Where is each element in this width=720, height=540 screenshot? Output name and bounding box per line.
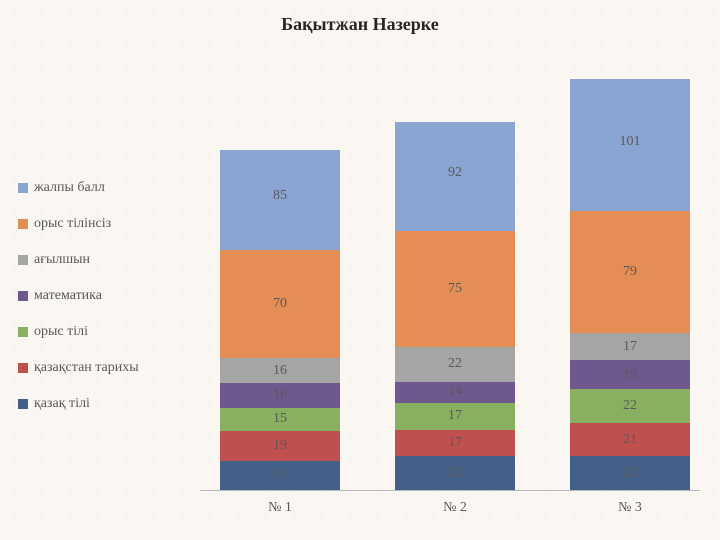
bar-segment: 17	[395, 403, 515, 429]
bar-segment: 22	[570, 389, 690, 423]
legend-item: математика	[18, 288, 188, 304]
bar-segment: 79	[570, 211, 690, 333]
x-axis-label: № 2	[395, 500, 515, 516]
bar-segment: 19	[220, 431, 340, 460]
legend-item: қазақстан тарихы	[18, 360, 188, 376]
legend-item: орыс тілінсіз	[18, 216, 188, 232]
legend-label: қазақстан тарихы	[34, 360, 139, 376]
bar-column: 22171714227592№ 2	[395, 122, 515, 490]
legend-swatch	[18, 399, 28, 409]
x-axis-label: № 3	[570, 500, 690, 516]
bar-segment: 16	[220, 383, 340, 408]
chart-title: Бақытжан Назерке	[0, 14, 720, 35]
x-axis-label: № 1	[220, 500, 340, 516]
bar-segment: 22	[570, 456, 690, 490]
legend-swatch	[18, 363, 28, 373]
bar-segment: 19	[570, 360, 690, 389]
bar-segment: 15	[220, 408, 340, 431]
legend-label: орыс тілі	[34, 324, 88, 340]
legend-label: орыс тілінсіз	[34, 216, 111, 232]
legend-item: ағылшын	[18, 252, 188, 268]
legend-swatch	[18, 255, 28, 265]
bar-segment: 70	[220, 250, 340, 359]
bar-segment: 14	[395, 382, 515, 404]
bar-segment: 21	[570, 423, 690, 456]
legend-label: математика	[34, 288, 102, 304]
legend-item: қазақ тілі	[18, 396, 188, 412]
bar-column: 222122191779101№ 3	[570, 79, 690, 490]
legend-swatch	[18, 219, 28, 229]
legend-swatch	[18, 183, 28, 193]
legend-label: жалпы балл	[34, 180, 105, 196]
legend-item: орыс тілі	[18, 324, 188, 340]
bar-segment: 22	[395, 347, 515, 381]
legend-swatch	[18, 327, 28, 337]
bar-top-label: 101	[570, 133, 690, 151]
bar-top-label: 92	[395, 164, 515, 182]
legend: жалпы балл орыс тілінсіз ағылшын математика…	[18, 180, 188, 432]
bar-segment: 17	[395, 430, 515, 456]
legend-label: ағылшын	[34, 252, 90, 268]
bar-segment: 19	[220, 461, 340, 490]
bar-segment: 16	[220, 358, 340, 383]
bar-top-label: 85	[220, 187, 340, 205]
legend-swatch	[18, 291, 28, 301]
stacked-bar-chart: 19191516167085№ 122171714227592№ 2222122…	[200, 60, 700, 491]
bar-segment: 22	[395, 456, 515, 490]
bar-segment: 75	[395, 231, 515, 347]
legend-label: қазақ тілі	[34, 396, 90, 412]
bar-column: 19191516167085№ 1	[220, 150, 340, 490]
legend-item: жалпы балл	[18, 180, 188, 196]
bar-segment: 17	[570, 333, 690, 359]
